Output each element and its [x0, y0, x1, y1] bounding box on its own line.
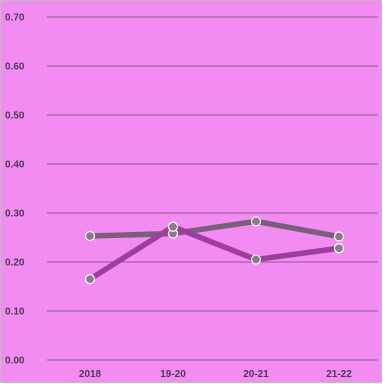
y-axis-ticks: 0.00 0.10 0.20 0.30 0.40 0.50 0.60 0.70	[5, 13, 25, 367]
y-tick-label: 0.50	[5, 111, 25, 122]
y-tick-label: 0.20	[5, 258, 25, 269]
y-tick-label: 0.00	[5, 356, 25, 367]
x-tick-label: 21-22	[326, 369, 352, 380]
series-line	[87, 218, 342, 240]
gridlines	[47, 16, 378, 361]
x-tick-label: 19-20	[160, 369, 186, 380]
data-point	[333, 231, 345, 242]
y-tick-label: 0.70	[5, 13, 25, 24]
y-tick-label: 0.40	[5, 160, 25, 171]
y-tick-label: 0.60	[5, 62, 25, 73]
data-point	[250, 216, 262, 227]
data-point	[84, 230, 96, 242]
series-lines	[87, 218, 342, 282]
x-axis-ticks: 2018 19-20 20-21 21-22	[79, 369, 352, 380]
series-line	[87, 223, 342, 282]
data-point	[167, 221, 179, 232]
data-point	[333, 243, 345, 254]
data-point	[250, 254, 262, 265]
data-point	[84, 274, 96, 285]
x-tick-label: 20-21	[243, 369, 269, 380]
y-tick-label: 0.30	[5, 209, 25, 220]
x-tick-label: 2018	[79, 369, 102, 380]
series-markers	[84, 216, 345, 285]
y-tick-label: 0.10	[5, 307, 25, 318]
